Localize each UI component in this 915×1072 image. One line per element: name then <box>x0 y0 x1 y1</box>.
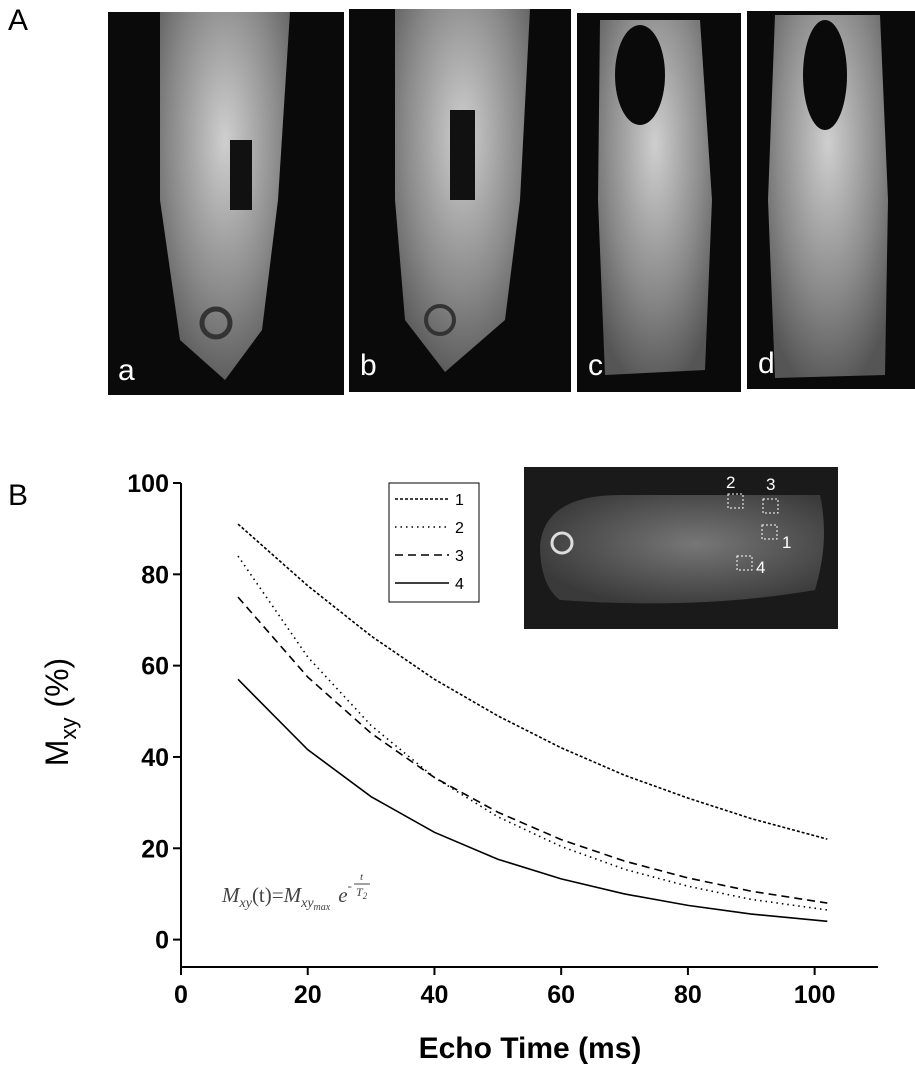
y-tick-label: 60 <box>141 653 169 681</box>
y-axis-title: Mxy(%) <box>39 658 81 766</box>
x-tick-label: 100 <box>794 981 836 1009</box>
inset-label: 2 <box>726 473 735 492</box>
formula: Mxy(t)=Mxymaxe- <box>221 878 352 913</box>
line-series <box>237 555 828 911</box>
x-tick-label: 60 <box>547 981 575 1009</box>
image-label: d <box>758 347 775 380</box>
mri-image: a <box>108 12 344 395</box>
legend-label: 4 <box>455 576 464 593</box>
x-tick-label: 40 <box>421 981 449 1009</box>
mri-image: d <box>747 11 915 389</box>
x-tick-label: 0 <box>174 981 188 1009</box>
y-tick-label: 40 <box>141 744 169 772</box>
mri-image: b <box>349 9 571 392</box>
y-tick-label: 20 <box>141 835 169 863</box>
inset-label: 1 <box>782 533 791 552</box>
inset-image: 1 2 3 4 <box>524 467 838 629</box>
inset-label: 4 <box>756 558 765 577</box>
line-series <box>237 596 828 904</box>
image-label: c <box>588 349 603 382</box>
formula-exponent: T2 <box>356 885 368 901</box>
panel-label: B <box>8 479 28 512</box>
legend-label: 1 <box>455 492 464 509</box>
x-axis-title: Echo Time (ms) <box>419 1032 642 1065</box>
x-tick-label: 80 <box>674 981 702 1009</box>
mri-image: c <box>577 13 741 392</box>
panel-label: A <box>8 4 28 37</box>
y-tick-label: 0 <box>155 927 169 955</box>
y-tick-label: 80 <box>141 561 169 589</box>
formula-exponent: t <box>360 871 364 883</box>
y-tick-label: 100 <box>127 470 169 498</box>
legend-label: 3 <box>455 548 464 565</box>
image-label: a <box>118 354 135 387</box>
plot-area: 0 20 40 60 80 100 0 20 40 60 80 100 1 2 3 4 <box>127 470 878 1009</box>
inset-label: 3 <box>766 475 775 494</box>
x-tick-label: 20 <box>294 981 322 1009</box>
line-series <box>237 678 828 923</box>
legend-box <box>388 482 480 603</box>
image-label: b <box>360 349 377 382</box>
legend-label: 2 <box>455 520 464 537</box>
